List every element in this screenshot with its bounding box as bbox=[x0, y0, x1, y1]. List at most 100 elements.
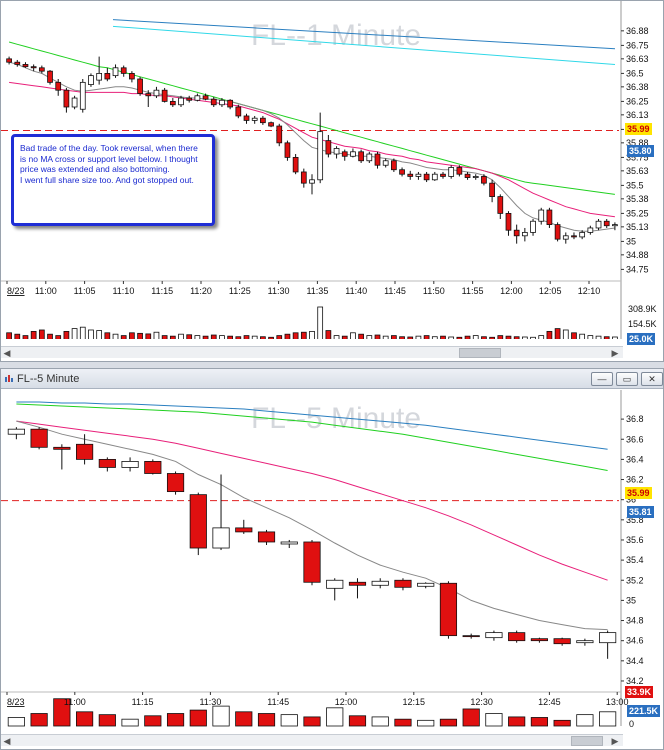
x-tick-label: 12:00 bbox=[500, 286, 523, 296]
scroll-right-icon[interactable]: ▶ bbox=[611, 348, 619, 358]
volume-last-tag: 221.5K bbox=[627, 705, 661, 717]
volume-bar bbox=[186, 334, 193, 339]
candle-body bbox=[161, 89, 168, 102]
ma-fast-line bbox=[16, 420, 608, 631]
y-tick-label: 36.2 bbox=[626, 475, 644, 485]
y-tick-label: 35.4 bbox=[626, 555, 644, 565]
volume-bar bbox=[485, 713, 503, 727]
candle-body bbox=[521, 232, 528, 237]
volume-bar bbox=[599, 711, 617, 727]
candle-body bbox=[530, 220, 536, 233]
scroll-right-icon[interactable]: ▶ bbox=[611, 736, 619, 746]
close-button[interactable]: ✕ bbox=[641, 372, 663, 386]
y-tick-label: 34.75 bbox=[626, 264, 649, 274]
chart-watermark: FL--1 Minute bbox=[251, 19, 421, 52]
y-tick-label: 36.38 bbox=[626, 82, 649, 92]
candle-body bbox=[121, 461, 139, 468]
candle-body bbox=[348, 581, 367, 586]
volume-bar bbox=[530, 336, 536, 339]
candle-body bbox=[440, 173, 446, 177]
candle-body bbox=[317, 131, 324, 181]
candle-body bbox=[292, 156, 299, 173]
y-tick-label: 36.13 bbox=[626, 110, 649, 120]
volume-bar bbox=[382, 335, 389, 339]
candle-body bbox=[382, 160, 389, 166]
x-tick-label: 11:45 bbox=[267, 697, 289, 707]
y-tick-label: 35.38 bbox=[626, 194, 649, 204]
candle-body bbox=[303, 541, 321, 583]
y-tick-label: 35 bbox=[626, 595, 636, 605]
x-tick-label: 12:10 bbox=[578, 286, 601, 296]
horizontal-scrollbar[interactable]: ◀ ▶ bbox=[1, 346, 623, 358]
volume-bar bbox=[317, 306, 324, 339]
candle-body bbox=[268, 122, 274, 127]
one-minute-chart[interactable]: FL--1 Minute 36.88 36.75 36.63 36.5 36.38 36.… bbox=[1, 1, 663, 339]
candle-body bbox=[553, 638, 571, 645]
window-titlebar[interactable]: FL--5 Minute — ▭ ✕ bbox=[1, 369, 663, 389]
candle-body bbox=[562, 235, 569, 240]
y-tick-label: 36 bbox=[626, 495, 636, 505]
ma-pink-line bbox=[9, 81, 615, 218]
candle-body bbox=[546, 209, 553, 225]
candle-body bbox=[309, 179, 315, 184]
volume-zero-label: 0 bbox=[629, 719, 635, 729]
volume-bar bbox=[53, 698, 71, 727]
volume-bar bbox=[399, 336, 405, 339]
restore-button[interactable]: ▭ bbox=[616, 372, 638, 386]
candle-body bbox=[513, 229, 520, 237]
volume-bar bbox=[145, 333, 152, 339]
volume-bar bbox=[38, 329, 45, 339]
candle-body bbox=[210, 98, 217, 106]
y-tick-label: 35 bbox=[626, 236, 636, 246]
candle-body bbox=[169, 101, 176, 106]
level-price-tag: 35.99 bbox=[625, 487, 652, 499]
minimize-button[interactable]: — bbox=[591, 372, 613, 386]
y-tick-label: 35.8 bbox=[626, 515, 644, 525]
candle-body bbox=[374, 153, 381, 166]
candle-body bbox=[439, 582, 458, 637]
x-tick-label: 11:25 bbox=[229, 286, 251, 296]
volume-bar bbox=[595, 335, 602, 339]
x-tick-label: 11:10 bbox=[112, 286, 134, 296]
volume-bar bbox=[104, 332, 111, 339]
x-tick-label: 11:55 bbox=[462, 286, 484, 296]
volume-bar bbox=[47, 333, 53, 339]
volume-bar bbox=[153, 331, 160, 339]
candle-body bbox=[280, 541, 298, 545]
five-minute-chart[interactable]: FL--5 Minute 36.8 36.6 36.4 36.2 36 35.8 35.6 3… bbox=[1, 390, 663, 730]
candle-body bbox=[212, 527, 230, 549]
x-tick-label: 11:15 bbox=[132, 697, 154, 707]
volume-bar bbox=[22, 335, 29, 339]
ma-pink-line bbox=[16, 420, 608, 581]
candle-body bbox=[104, 73, 111, 80]
x-tick-label: 12:00 bbox=[335, 697, 358, 707]
horizontal-scrollbar[interactable]: ◀ ▶ bbox=[1, 734, 623, 746]
scroll-left-icon[interactable]: ◀ bbox=[3, 348, 11, 358]
candle-body bbox=[333, 148, 340, 155]
candle-body bbox=[481, 176, 487, 184]
candle-body bbox=[243, 115, 250, 121]
candle-body bbox=[55, 81, 62, 91]
candle-body bbox=[505, 212, 512, 231]
scroll-thumb[interactable] bbox=[459, 348, 501, 358]
volume-bar bbox=[98, 714, 116, 727]
scroll-thumb[interactable] bbox=[571, 736, 603, 746]
candle-body bbox=[326, 579, 344, 589]
volume-bar bbox=[587, 335, 594, 339]
candle-body bbox=[300, 171, 307, 184]
candle-body bbox=[489, 182, 495, 198]
volume-bar bbox=[348, 715, 367, 727]
ma-green-line bbox=[8, 41, 615, 195]
volume-bar bbox=[456, 336, 463, 339]
candle-body bbox=[71, 97, 78, 108]
chart-watermark: FL--5 Minute bbox=[251, 402, 421, 435]
scroll-left-icon[interactable]: ◀ bbox=[3, 736, 11, 746]
last-price-tag: 35.81 bbox=[627, 506, 654, 518]
volume-bar bbox=[292, 332, 299, 339]
volume-bar bbox=[407, 336, 414, 339]
candle-body bbox=[341, 151, 348, 157]
candle-body bbox=[358, 151, 364, 162]
y-tick-label: 36.5 bbox=[626, 68, 644, 78]
x-tick-label: 13:00 bbox=[606, 697, 629, 707]
volume-bar bbox=[144, 715, 162, 727]
